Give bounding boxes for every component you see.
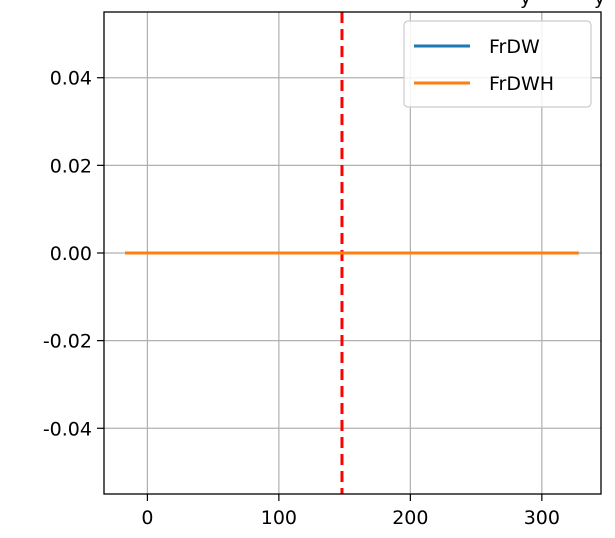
y-tick-label: -0.04 (43, 418, 92, 440)
legend: FrDW FrDWH (403, 20, 592, 108)
legend-label: FrDW (489, 36, 540, 58)
y-axis-ticks: 0.04 0.02 0.00 -0.02 -0.04 (43, 68, 104, 440)
y-tick-label: -0.02 (43, 331, 92, 353)
x-tick-label: 100 (261, 507, 297, 529)
clipped-title-fragment: y (594, 0, 605, 9)
legend-label: FrDWH (489, 73, 554, 95)
y-tick-label: 0.04 (50, 68, 92, 90)
clipped-title-fragment: y (520, 0, 531, 9)
y-tick-label: 0.02 (50, 155, 92, 177)
x-tick-label: 300 (524, 507, 560, 529)
legend-box (403, 20, 592, 108)
x-tick-label: 0 (141, 507, 153, 529)
x-axis-ticks: 0 100 200 300 (141, 494, 560, 529)
y-tick-label: 0.00 (50, 243, 92, 265)
x-tick-label: 200 (392, 507, 428, 529)
